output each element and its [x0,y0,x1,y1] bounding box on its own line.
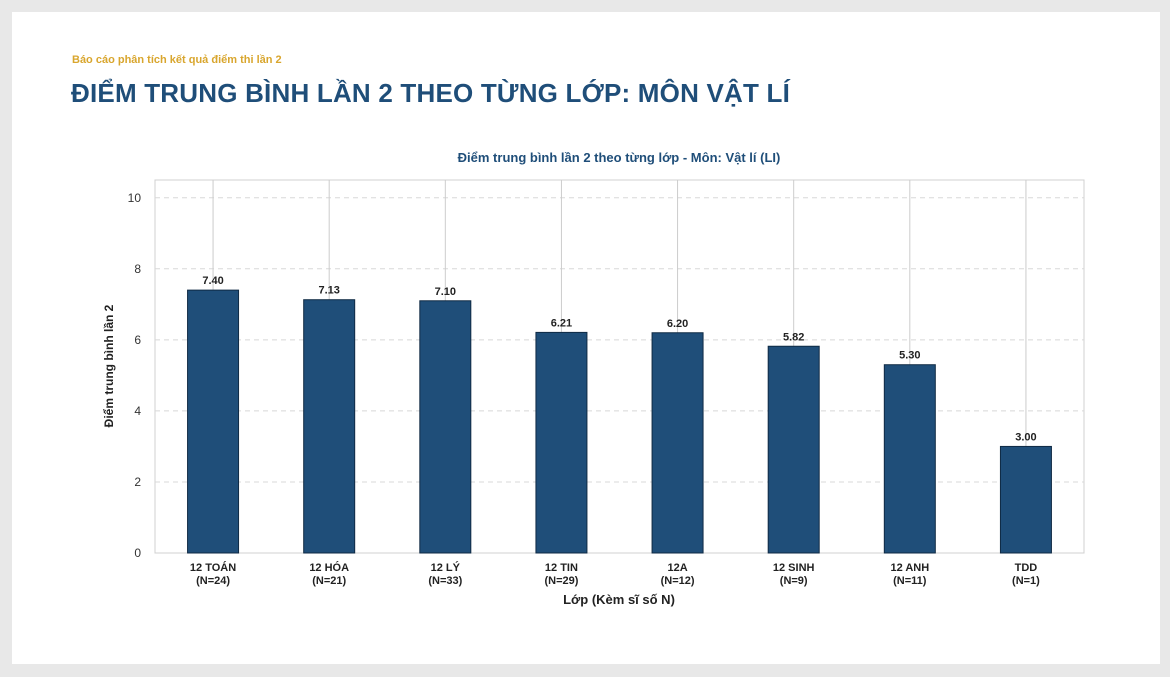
bar-value-label: 7.13 [318,285,339,297]
bar [883,364,936,554]
x-tick-sublabel: (N=21) [312,575,346,587]
x-tick-label: 12 LÝ [431,561,461,574]
bar-value-label: 6.20 [667,318,688,330]
y-tick-label: 0 [134,546,141,560]
x-tick-label: 12 HÓA [309,561,349,574]
x-tick-sublabel: (N=1) [1012,575,1040,587]
bar [419,300,472,554]
y-tick-label: 6 [134,333,141,347]
bar [187,289,240,554]
x-tick-label: 12 ANH [890,562,929,574]
x-tick-label: 12 SINH [773,562,815,574]
x-tick-label: 12 TIN [545,562,578,574]
bar-value-label: 7.40 [202,275,223,287]
y-tick-label: 4 [134,404,141,418]
x-tick-sublabel: (N=33) [428,575,462,587]
x-tick-sublabel: (N=9) [780,575,808,587]
page-title: ĐIỂM TRUNG BÌNH LẦN 2 THEO TỪNG LỚP: MÔN… [71,78,791,108]
x-tick-label: 12 TOÁN [190,561,236,574]
y-axis-label: Điểm trung bình lần 2 [102,304,116,427]
bar-value-label: 3.00 [1015,431,1036,443]
x-tick-label: 12A [667,562,687,574]
bar [535,331,588,554]
y-tick-label: 2 [134,475,141,489]
bar-value-label: 7.10 [435,286,456,298]
bar [651,332,704,554]
x-tick-label: TDD [1015,562,1038,574]
report-label: Báo cáo phân tích kết quả điểm thi lần 2 [72,54,282,66]
y-tick-label: 8 [134,262,141,276]
x-tick-sublabel: (N=24) [196,575,230,587]
bar-value-label: 5.82 [783,331,804,343]
plot-area [154,179,1085,554]
bar [999,445,1052,554]
x-tick-sublabel: (N=11) [893,575,927,587]
chart-title: Điểm trung bình lần 2 theo từng lớp - Mô… [458,150,781,165]
y-tick-label: 10 [128,191,142,205]
x-tick-sublabel: (N=29) [544,575,578,587]
x-tick-sublabel: (N=12) [661,575,695,587]
bar-value-label: 6.21 [551,317,572,329]
bar-value-label: 5.30 [899,350,920,362]
bar [767,345,820,554]
bar [303,299,356,554]
x-axis-label: Lớp (Kèm sĩ số N) [563,592,675,607]
